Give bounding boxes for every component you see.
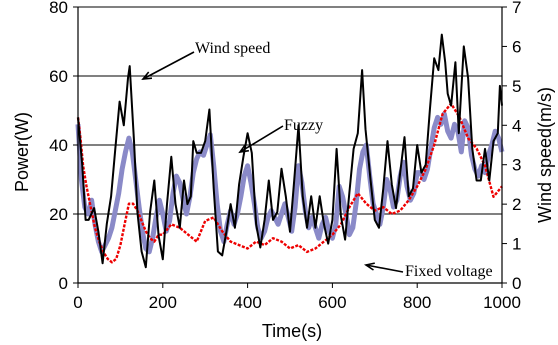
y-right-tick-label: 2 (512, 195, 521, 214)
y-left-tick-label: 80 (49, 0, 68, 17)
fixed-voltage-arrow (365, 264, 404, 273)
y-right-tick-label: 3 (512, 156, 521, 175)
x-tick-label: 0 (73, 293, 82, 312)
wind-speed-arrow (142, 51, 195, 80)
wind-speed-series (77, 33, 503, 269)
y-right-tick-label: 6 (512, 37, 521, 56)
gridlines (78, 6, 502, 215)
x-tick-label: 400 (233, 293, 261, 312)
fixed-voltage-line (76, 102, 503, 264)
y-axis-left-title: Power(W) (12, 112, 32, 192)
y-right-tick-label: 7 (512, 0, 521, 17)
wind-speed-line (77, 33, 503, 269)
x-tick-label: 1000 (483, 293, 521, 312)
y-axis-right-title: Wind speed(m/s) (535, 87, 555, 223)
x-axis-title: Time(s) (262, 321, 322, 341)
y-right-tick-label: 1 (512, 235, 521, 254)
x-tick-label: 200 (149, 293, 177, 312)
wind-speed-arrow-head (141, 71, 153, 80)
y-left-tick-label: 60 (49, 67, 68, 86)
y-left-tick-label: 40 (49, 136, 68, 155)
fuzzy-arrow-head (238, 144, 250, 154)
y-right-tick-label: 4 (512, 116, 521, 135)
annotations: Wind speed Fuzzy Fixed voltage (141, 40, 493, 280)
y-left-tick-label: 0 (59, 274, 68, 293)
y-right-tick-label: 5 (512, 77, 521, 96)
x-tick-label: 600 (318, 293, 346, 312)
y-right-tick-label: 0 (512, 274, 521, 293)
axes (73, 6, 507, 288)
annotation-wind-speed: Wind speed (195, 40, 270, 57)
x-tick-label: 800 (403, 293, 431, 312)
fuzzy-arrow (239, 125, 284, 153)
y-left-tick-label: 20 (49, 205, 68, 224)
annotation-fuzzy: Fuzzy (284, 117, 323, 134)
fixed-voltage-arrow-head (363, 262, 375, 271)
annotation-fixed-voltage: Fixed voltage (405, 263, 493, 280)
fixed-voltage-series (76, 102, 503, 264)
